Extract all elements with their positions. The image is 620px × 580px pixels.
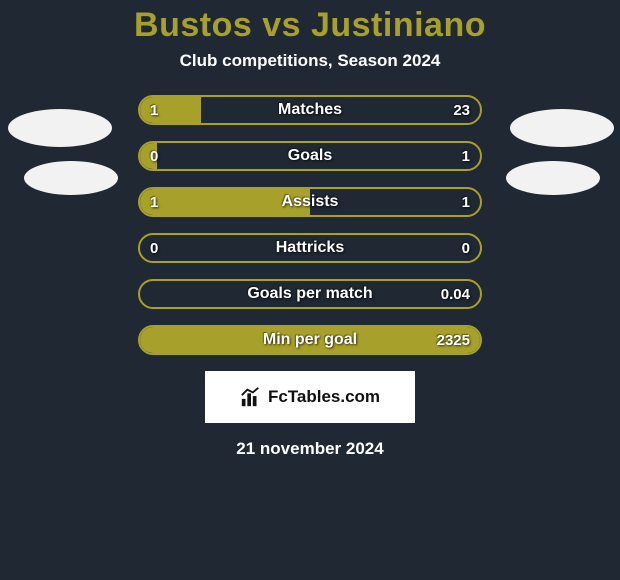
stat-right-value: 0 — [462, 235, 470, 261]
stat-bar-assists: 1 Assists 1 — [138, 187, 482, 217]
player-right-club-badge — [506, 161, 600, 195]
player-right-avatar — [510, 109, 614, 147]
stat-label: Goals per match — [140, 281, 480, 307]
stat-bars: 1 Matches 23 0 Goals 1 1 Assists 1 0 Hat… — [138, 91, 482, 355]
stat-right-value: 2325 — [437, 327, 470, 353]
stat-right-value: 23 — [453, 97, 470, 123]
player-left-club-badge — [24, 161, 118, 195]
stat-label: Hattricks — [140, 235, 480, 261]
page-title: Bustos vs Justiniano — [0, 0, 620, 45]
page-subtitle: Club competitions, Season 2024 — [0, 51, 620, 71]
brand-badge: FcTables.com — [205, 371, 415, 423]
stat-label: Min per goal — [140, 327, 480, 353]
stat-bar-hattricks: 0 Hattricks 0 — [138, 233, 482, 263]
stat-bar-goals: 0 Goals 1 — [138, 141, 482, 171]
stat-bar-matches: 1 Matches 23 — [138, 95, 482, 125]
comparison-panel: 1 Matches 23 0 Goals 1 1 Assists 1 0 Hat… — [0, 91, 620, 459]
stat-bar-min-per-goal: Min per goal 2325 — [138, 325, 482, 355]
stat-right-value: 1 — [462, 189, 470, 215]
stat-bar-goals-per-match: Goals per match 0.04 — [138, 279, 482, 309]
stat-label: Goals — [140, 143, 480, 169]
bar-chart-icon — [240, 386, 262, 408]
brand-text: FcTables.com — [268, 387, 380, 407]
stat-right-value: 1 — [462, 143, 470, 169]
date-text: 21 november 2024 — [0, 439, 620, 459]
stat-right-value: 0.04 — [441, 281, 470, 307]
player-left-avatar — [8, 109, 112, 147]
stat-label: Assists — [140, 189, 480, 215]
stat-label: Matches — [140, 97, 480, 123]
